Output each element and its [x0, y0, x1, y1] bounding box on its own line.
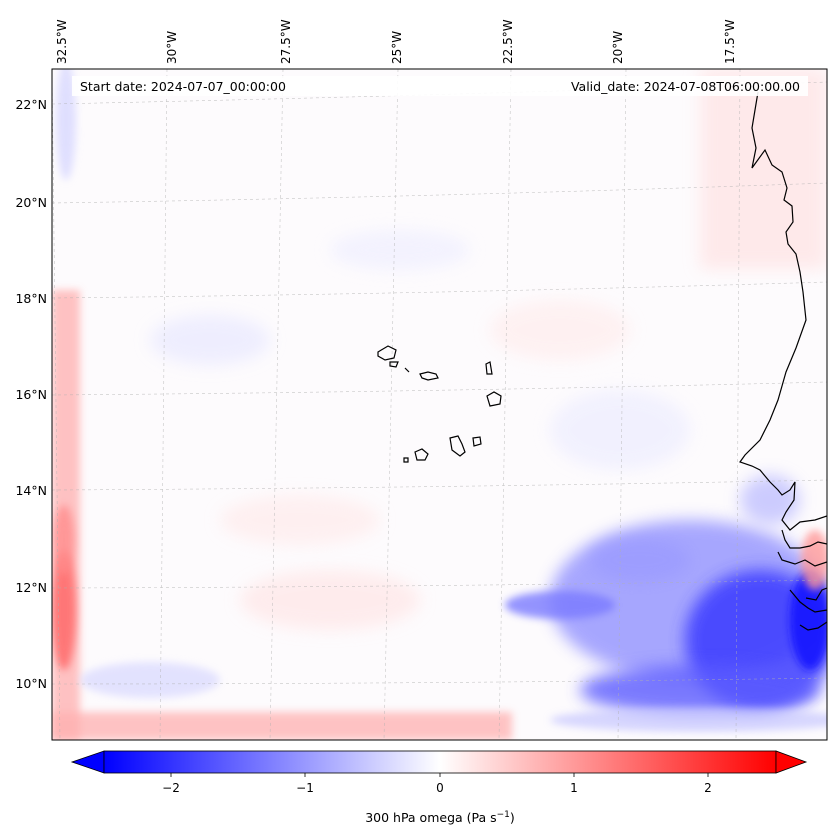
colorbar-label-close: )	[510, 810, 515, 825]
lat-label: 22°N	[15, 97, 47, 112]
colorbar-tick: 0	[436, 781, 444, 795]
colorbar-tick: −2	[162, 781, 180, 795]
map-frame	[51, 68, 828, 741]
coastline	[377, 91, 827, 631]
header-background	[72, 76, 808, 96]
lon-label: 20°W	[611, 31, 625, 64]
lat-label: 18°N	[15, 291, 47, 306]
lat-label: 16°N	[15, 387, 47, 402]
colorbar-gradient	[103, 750, 777, 774]
lat-label: 12°N	[15, 580, 47, 595]
colorbar: −2 −1 0 1 2 300 hPa omega (Pa s−1)	[70, 750, 808, 825]
colorbar-label-text: 300 hPa omega (Pa s	[365, 810, 496, 825]
colorbar-extend-max	[775, 750, 808, 774]
lat-label: 20°N	[15, 195, 47, 210]
lon-label: 27.5°W	[279, 19, 293, 64]
colorbar-label: 300 hPa omega (Pa s−1)	[365, 810, 515, 825]
lon-label: 30°W	[165, 31, 179, 64]
colorbar-tick: 1	[570, 781, 578, 795]
start-date-label: Start date: 2024-07-07_00:00:00	[80, 79, 286, 94]
lon-label: 25°W	[390, 31, 404, 64]
lon-label: 32.5°W	[55, 19, 69, 64]
colorbar-extend-min	[70, 750, 105, 774]
lon-label: 22.5°W	[501, 19, 515, 64]
colorbar-label-sup: −1	[497, 810, 510, 820]
lat-label: 10°N	[15, 676, 47, 691]
longitude-labels: 32.5°W 30°W 27.5°W 25°W 22.5°W 20°W 17.5…	[55, 19, 737, 64]
lon-label: 17.5°W	[723, 19, 737, 64]
latitude-labels: 22°N 20°N 18°N 16°N 14°N 12°N 10°N	[15, 97, 47, 691]
lat-label: 14°N	[15, 483, 47, 498]
colorbar-tick: −1	[296, 781, 314, 795]
gridlines	[52, 69, 827, 740]
omega-field	[52, 69, 827, 740]
valid-date-label: Valid_date: 2024-07-08T06:00:00.00	[571, 79, 800, 94]
colorbar-tick: 2	[704, 781, 712, 795]
